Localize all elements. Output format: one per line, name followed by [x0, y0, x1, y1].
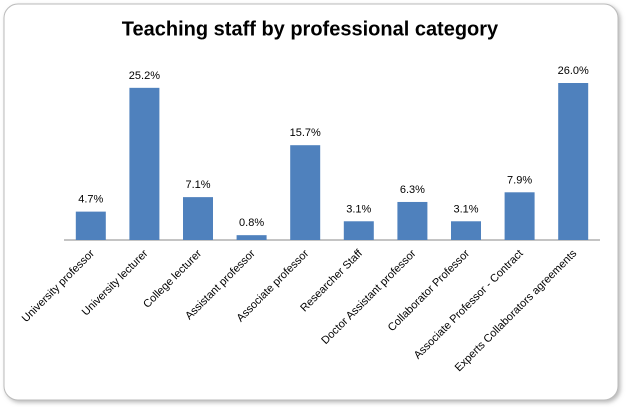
value-label: 0.8% — [239, 217, 264, 229]
bar — [343, 221, 374, 240]
bar — [129, 87, 160, 240]
chart-title: Teaching staff by professional category — [122, 18, 499, 40]
bar — [290, 145, 321, 240]
bar — [558, 83, 589, 240]
value-label: 25.2% — [129, 70, 160, 82]
bar — [504, 192, 535, 240]
bar — [183, 197, 213, 240]
bar — [236, 235, 267, 240]
value-label: 7.1% — [185, 179, 210, 191]
value-label: 26.0% — [558, 65, 589, 77]
value-label: 15.7% — [290, 127, 321, 139]
bar — [75, 211, 106, 240]
bar — [397, 201, 428, 240]
bar — [451, 221, 481, 240]
value-label: 3.1% — [453, 203, 478, 215]
value-label: 3.1% — [346, 203, 371, 215]
value-label: 4.7% — [78, 194, 103, 206]
value-label: 7.9% — [507, 174, 532, 186]
value-label: 6.3% — [400, 184, 425, 196]
